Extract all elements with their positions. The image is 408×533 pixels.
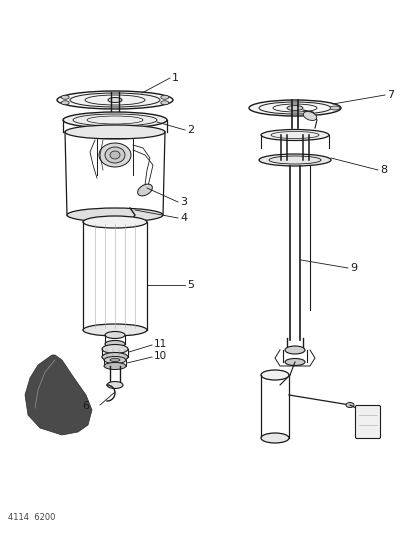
Ellipse shape — [285, 346, 305, 354]
Ellipse shape — [83, 216, 147, 228]
Ellipse shape — [63, 112, 167, 128]
Ellipse shape — [61, 101, 69, 105]
Ellipse shape — [261, 433, 289, 443]
Text: 4114  6200: 4114 6200 — [8, 513, 55, 522]
FancyBboxPatch shape — [355, 406, 381, 439]
Text: 4: 4 — [180, 213, 187, 223]
Ellipse shape — [57, 91, 173, 109]
Ellipse shape — [346, 402, 354, 408]
Ellipse shape — [110, 359, 120, 361]
Text: 10: 10 — [154, 351, 167, 361]
Ellipse shape — [259, 154, 331, 166]
Text: 2: 2 — [187, 125, 194, 135]
Ellipse shape — [107, 382, 123, 389]
Ellipse shape — [330, 106, 340, 110]
Ellipse shape — [105, 147, 125, 163]
Ellipse shape — [261, 370, 289, 380]
Ellipse shape — [83, 324, 147, 336]
Ellipse shape — [110, 151, 120, 159]
Text: 9: 9 — [350, 263, 357, 273]
Ellipse shape — [67, 208, 163, 222]
Ellipse shape — [105, 332, 125, 338]
Ellipse shape — [161, 95, 169, 99]
Ellipse shape — [104, 357, 126, 364]
Text: 3: 3 — [180, 197, 187, 207]
Text: 6: 6 — [82, 401, 89, 411]
Ellipse shape — [261, 130, 329, 141]
Ellipse shape — [61, 95, 69, 99]
Text: 8: 8 — [380, 165, 387, 175]
Ellipse shape — [249, 100, 341, 116]
Ellipse shape — [99, 143, 131, 167]
Ellipse shape — [303, 111, 317, 120]
Ellipse shape — [102, 352, 128, 361]
Text: 1: 1 — [172, 73, 179, 83]
Ellipse shape — [161, 101, 169, 105]
Ellipse shape — [102, 344, 128, 353]
Ellipse shape — [105, 341, 125, 348]
Ellipse shape — [104, 362, 126, 369]
Text: 11: 11 — [154, 339, 167, 349]
Ellipse shape — [65, 125, 165, 139]
Polygon shape — [25, 355, 92, 435]
Text: 5: 5 — [187, 280, 194, 290]
Ellipse shape — [285, 359, 305, 366]
Ellipse shape — [137, 184, 152, 196]
Text: 7: 7 — [387, 90, 394, 100]
Ellipse shape — [287, 106, 303, 110]
Ellipse shape — [108, 98, 122, 102]
